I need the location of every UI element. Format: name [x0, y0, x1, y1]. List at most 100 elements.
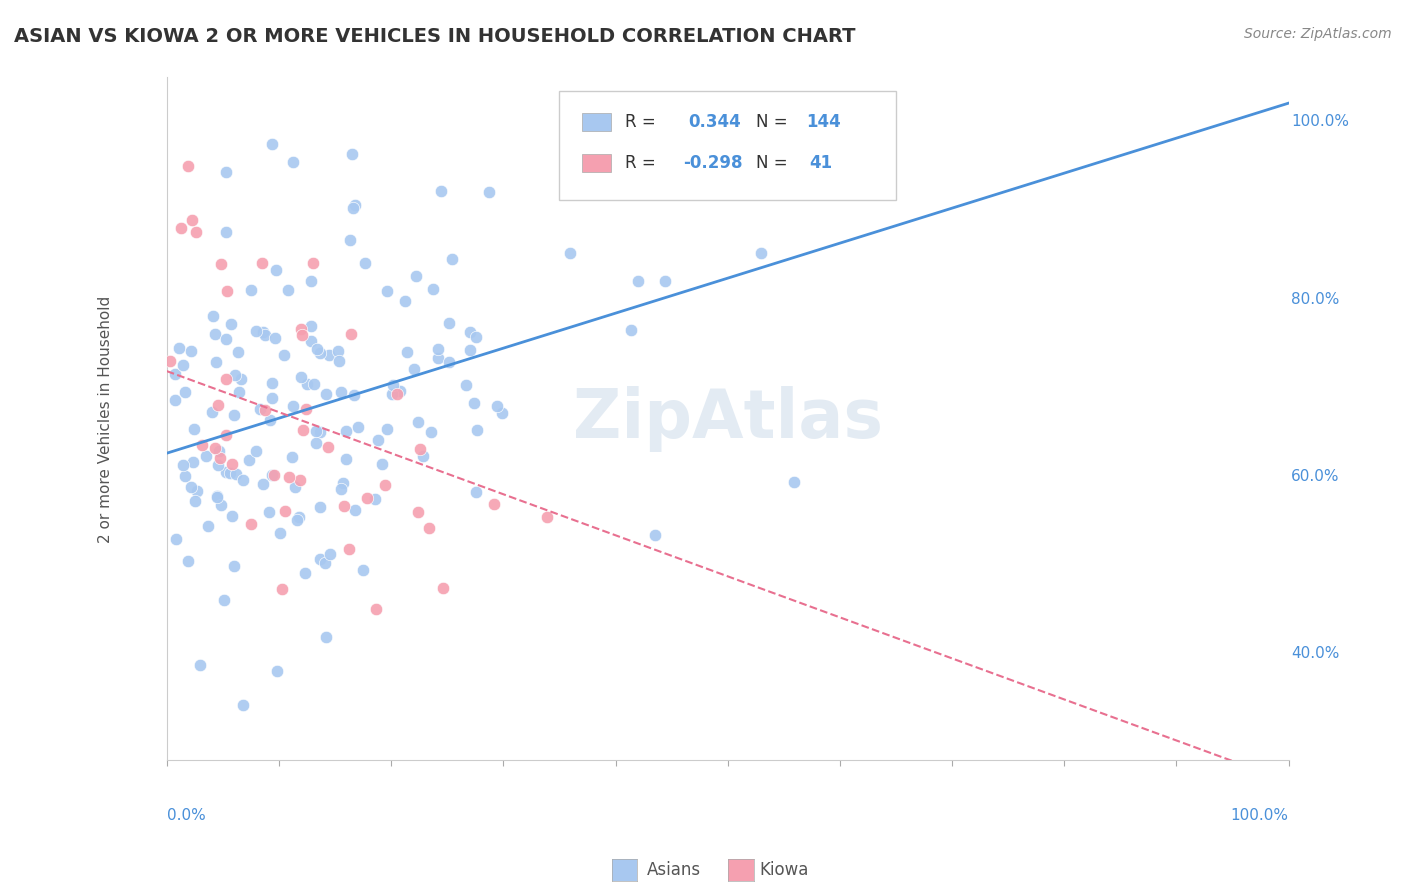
Point [458, 325, 481, 339]
Point [260, 468, 283, 483]
Point [163, 368, 186, 382]
Point [352, 564, 374, 578]
Point [294, 566, 316, 580]
Point [219, 466, 242, 480]
FancyBboxPatch shape [582, 154, 612, 171]
Point [441, 252, 464, 266]
Point [295, 401, 318, 416]
Point [208, 443, 231, 458]
Point [225, 467, 247, 482]
Point [354, 256, 377, 270]
Point [381, 386, 404, 401]
Point [314, 557, 336, 571]
Point [215, 225, 238, 239]
Point [183, 422, 205, 436]
Point [215, 165, 238, 179]
Point [269, 526, 291, 541]
Point [184, 494, 207, 508]
Point [465, 329, 488, 343]
Point [190, 438, 212, 452]
Point [239, 283, 262, 297]
Point [184, 225, 207, 239]
Point [252, 476, 274, 491]
Point [375, 285, 398, 299]
Point [370, 457, 392, 471]
Point [215, 284, 238, 298]
Point [290, 322, 312, 336]
Point [222, 409, 245, 423]
Point [257, 505, 280, 519]
Point [262, 136, 284, 151]
Point [197, 519, 219, 533]
Point [215, 466, 238, 480]
Point [343, 387, 366, 401]
Point [232, 698, 254, 712]
Point [305, 424, 328, 438]
Point [260, 392, 283, 406]
Point [290, 473, 312, 487]
Point [249, 401, 271, 416]
Point [305, 436, 328, 450]
Point [204, 441, 226, 455]
Point [333, 499, 356, 513]
Point [299, 334, 322, 349]
Point [343, 198, 366, 212]
Point [396, 344, 419, 359]
Point [165, 533, 187, 547]
Point [273, 504, 295, 518]
Point [382, 377, 405, 392]
Text: 100.0%: 100.0% [1230, 808, 1289, 823]
Point [291, 328, 314, 343]
Point [356, 491, 378, 505]
Point [245, 324, 267, 338]
Point [318, 440, 340, 454]
Point [491, 406, 513, 420]
Point [181, 213, 204, 227]
Point [204, 327, 226, 342]
Point [422, 282, 444, 296]
Point [385, 387, 408, 401]
Point [437, 316, 460, 330]
Point [335, 452, 357, 467]
Point [172, 458, 194, 472]
Text: N =: N = [756, 112, 793, 131]
Point [167, 341, 190, 355]
Point [309, 345, 332, 359]
Point [309, 552, 332, 566]
Point [308, 500, 330, 515]
Point [271, 582, 294, 596]
Point [259, 413, 281, 427]
Point [429, 184, 451, 198]
Point [299, 319, 322, 334]
Point [273, 348, 295, 362]
Text: 144: 144 [806, 112, 841, 131]
Point [287, 509, 309, 524]
Point [309, 425, 332, 439]
Point [284, 480, 307, 494]
Point [254, 402, 277, 417]
Point [315, 630, 337, 644]
Text: Asians: Asians [647, 861, 700, 879]
Point [207, 458, 229, 472]
Point [263, 331, 285, 345]
Point [439, 355, 461, 369]
Text: 100.0%: 100.0% [1291, 114, 1348, 129]
Point [347, 419, 370, 434]
Point [263, 468, 285, 483]
Point [214, 593, 236, 607]
Point [326, 343, 349, 358]
Point [318, 547, 340, 561]
Text: ZipAtlas: ZipAtlas [572, 386, 883, 452]
Point [558, 246, 581, 260]
Point [291, 423, 314, 437]
Point [205, 489, 228, 503]
Point [458, 343, 481, 358]
Point [454, 378, 477, 392]
Point [180, 480, 202, 494]
Text: R =: R = [624, 153, 661, 172]
Text: Source: ZipAtlas.com: Source: ZipAtlas.com [1244, 27, 1392, 41]
Point [627, 274, 650, 288]
Point [465, 423, 488, 437]
Point [240, 517, 263, 532]
Point [644, 527, 666, 541]
